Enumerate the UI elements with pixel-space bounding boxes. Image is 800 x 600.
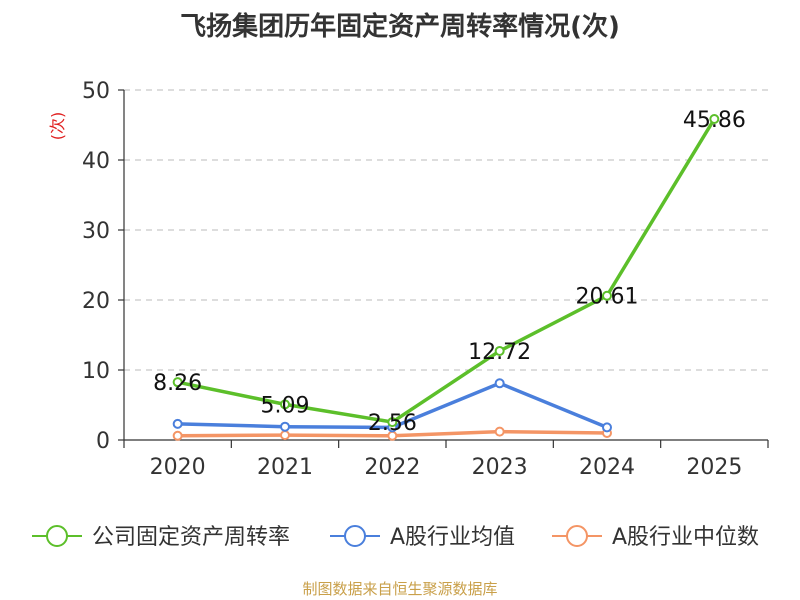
x-tick-label: 2023	[472, 455, 528, 480]
series-1	[172, 378, 612, 433]
legend-marker	[566, 525, 588, 547]
data-labels: 8.26 5.09 2.56 12.72 20.61 45.86	[153, 108, 746, 436]
data-point	[172, 377, 183, 388]
legend-label: A股行业中位数	[612, 525, 759, 550]
x-tick-label: 2024	[579, 455, 635, 480]
legend-marker	[46, 525, 68, 547]
legend: 公司固定资产周转率 A股行业均值 A股行业中位数	[32, 525, 759, 550]
data-point	[280, 421, 290, 432]
legend-marker	[344, 525, 366, 547]
data-point	[709, 113, 720, 124]
x-tick-label: 2020	[150, 455, 206, 480]
data-point	[494, 426, 505, 437]
data-label: 20.61	[576, 285, 639, 310]
y-tick-label: 0	[96, 429, 110, 454]
y-tick-label: 40	[82, 149, 110, 174]
y-tick-label: 20	[82, 289, 110, 314]
legend-label: 公司固定资产周转率	[92, 525, 290, 550]
x-tick-label: 2022	[364, 455, 420, 480]
data-point	[387, 417, 398, 428]
source-note: 制图数据来自恒生聚源数据库	[302, 580, 498, 598]
data-point	[280, 430, 290, 441]
y-tick-label: 10	[82, 359, 110, 384]
data-label: 8.26	[153, 371, 202, 396]
series-lines	[172, 113, 720, 441]
data-point	[602, 422, 612, 433]
legend-label: A股行业均值	[390, 525, 515, 550]
y-tick-label: 50	[82, 79, 110, 104]
series-line	[177, 118, 716, 424]
legend-item: 公司固定资产周转率	[32, 525, 290, 550]
data-label: 45.86	[683, 108, 746, 133]
gridlines	[124, 89, 768, 371]
data-point	[172, 418, 183, 429]
data-point	[494, 378, 505, 389]
data-point	[602, 290, 612, 301]
data-label: 12.72	[468, 340, 531, 365]
y-axis-label: (次)	[48, 112, 67, 141]
data-point	[172, 430, 183, 441]
legend-item: A股行业中位数	[552, 525, 759, 550]
data-label: 2.56	[368, 411, 417, 436]
data-point	[280, 399, 290, 410]
data-point	[494, 345, 505, 356]
data-label: 5.09	[261, 393, 310, 418]
chart-title: 飞扬集团历年固定资产周转率情况(次)	[180, 12, 620, 42]
x-tick-label: 2025	[686, 455, 742, 480]
y-tick-label: 30	[82, 219, 110, 244]
series-0	[172, 113, 720, 428]
x-tick-label: 2021	[257, 455, 313, 480]
axes: 0 10 20 30 40 50 2020 2021 2022 2023 2024 2025	[82, 79, 769, 480]
legend-item: A股行业均值	[330, 525, 515, 550]
